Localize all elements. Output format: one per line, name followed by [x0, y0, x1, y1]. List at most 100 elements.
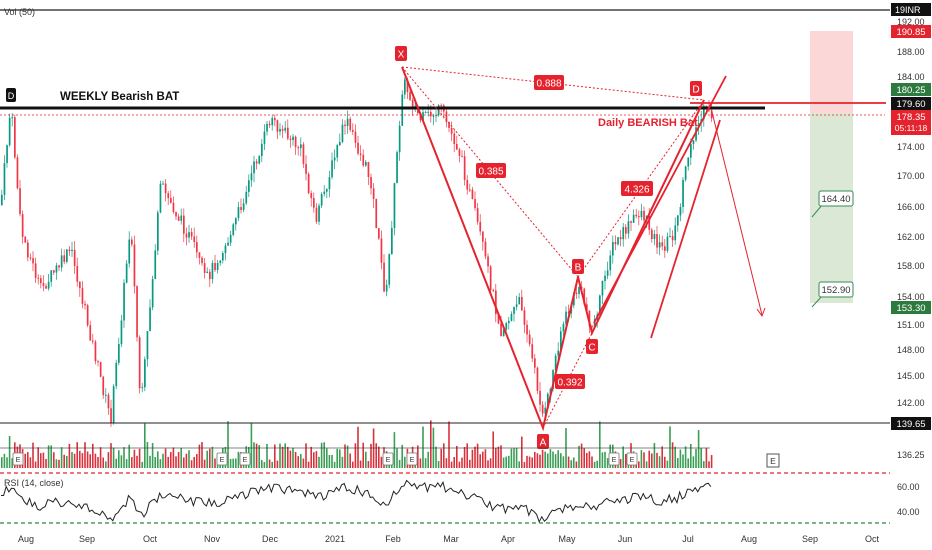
left-d-marker[interactable]: D — [6, 88, 16, 102]
event-marker-future[interactable]: E — [766, 453, 780, 468]
candle-body — [279, 128, 281, 132]
candle-body — [544, 407, 547, 414]
point-a-marker[interactable]: A — [537, 434, 549, 449]
target2-value: 152.90 — [821, 285, 850, 296]
candle-body — [651, 229, 653, 239]
candle-body — [349, 118, 352, 130]
volume-bar — [419, 458, 422, 468]
volume-bar — [305, 443, 307, 468]
candle-body — [310, 193, 313, 199]
volume-bar — [518, 461, 520, 468]
candle-body — [643, 210, 645, 221]
candle-body — [427, 111, 430, 113]
candle-body — [547, 393, 549, 408]
volume-bar — [536, 453, 539, 468]
candle-body — [99, 362, 102, 377]
ratio-xd-label: 0.888 — [536, 79, 561, 90]
candle-body — [638, 216, 640, 218]
volume-bar — [110, 443, 112, 468]
volume-bar — [138, 448, 141, 468]
candle-body — [102, 376, 105, 396]
candle-body — [531, 344, 534, 359]
time-axis[interactable]: Aug Sep Oct Nov Dec 2021 Feb Mar Apr May Jun Jul Aug… — [18, 534, 880, 544]
volume-bar — [292, 447, 294, 468]
volume-bar — [50, 445, 52, 468]
volume-bar — [302, 458, 305, 468]
point-d-marker[interactable]: D — [690, 81, 702, 96]
candle-body — [136, 286, 138, 338]
volume-bar — [557, 450, 559, 468]
ratio-ab-badge[interactable]: 0.385 — [476, 163, 506, 178]
candle-body — [372, 188, 375, 199]
target1-callout[interactable]: 164.40 — [818, 190, 854, 207]
ratio-cd-badge[interactable]: 4.326 — [621, 181, 653, 196]
candle-body — [586, 304, 588, 311]
candle-body — [619, 237, 622, 240]
volume-bar — [684, 446, 687, 468]
candle-body — [209, 271, 211, 280]
time-axis-label: Feb — [385, 534, 401, 544]
volume-bar — [162, 453, 164, 468]
point-b-marker[interactable]: B — [572, 259, 584, 274]
candle-body — [396, 152, 398, 184]
point-x-marker[interactable]: X — [395, 46, 407, 61]
candle-body — [120, 320, 123, 345]
event-marker-text: E — [409, 455, 414, 464]
price-axis[interactable]: 192.00 188.00 184.00 174.00 170.00 166.00 162.… — [897, 17, 925, 460]
volume-bar — [279, 443, 281, 468]
weekly-pattern-title: WEEKLY Bearish BAT — [60, 91, 179, 103]
point-c-marker[interactable]: C — [586, 339, 598, 354]
volume-bar — [505, 456, 507, 468]
volume-bar — [658, 456, 661, 468]
volume-bar — [167, 456, 169, 468]
time-axis-label: 2021 — [325, 534, 345, 544]
candle-body — [149, 307, 151, 332]
candle-body — [167, 193, 170, 199]
point-x-label: X — [398, 50, 405, 61]
ratio-xd-badge[interactable]: 0.888 — [534, 75, 564, 90]
volume-bar — [593, 461, 596, 468]
volume-bar — [510, 448, 513, 468]
candle-body — [471, 189, 474, 199]
rsi-tick-60: 60.00 — [897, 482, 920, 492]
candle-body — [653, 234, 656, 239]
volume-bar — [474, 446, 476, 468]
candle-body — [24, 236, 27, 243]
ratio-bc-badge[interactable]: 0.392 — [555, 374, 585, 389]
price-axis-tick: 166.00 — [897, 202, 925, 212]
candle-body — [658, 242, 661, 248]
event-marker-text: E — [219, 455, 224, 464]
volume-bar — [154, 457, 156, 468]
stop-target-value: 153.30 — [896, 303, 925, 314]
candle-body — [131, 239, 133, 245]
candle-body — [211, 262, 214, 280]
candle-body — [302, 144, 305, 164]
candle-body — [492, 290, 495, 292]
volume-bar — [370, 443, 372, 468]
volume-bar — [185, 453, 188, 468]
volume-bar — [266, 443, 268, 468]
price-axis-tick: 151.00 — [897, 320, 925, 330]
volume-bar — [573, 457, 575, 468]
support-value: 139.65 — [896, 419, 925, 430]
volume-bar — [125, 459, 128, 468]
target2-callout[interactable]: 152.90 — [818, 281, 854, 298]
volume-bar — [232, 458, 234, 468]
volume-bar — [661, 446, 663, 468]
candle-body — [227, 242, 229, 246]
volume-bar — [539, 454, 541, 468]
candle-body — [554, 355, 557, 371]
candle-body — [258, 156, 261, 164]
volume-bar — [180, 447, 182, 468]
candle-body — [466, 179, 469, 190]
candle-body — [268, 123, 271, 126]
candle-body — [432, 115, 435, 117]
profit-target-zone — [810, 113, 853, 303]
volume-bar — [115, 458, 117, 468]
candle-body — [354, 131, 357, 143]
candle-body — [32, 258, 34, 264]
candle-body — [632, 214, 635, 223]
candle-body — [196, 242, 198, 253]
volume-bar — [588, 451, 591, 468]
